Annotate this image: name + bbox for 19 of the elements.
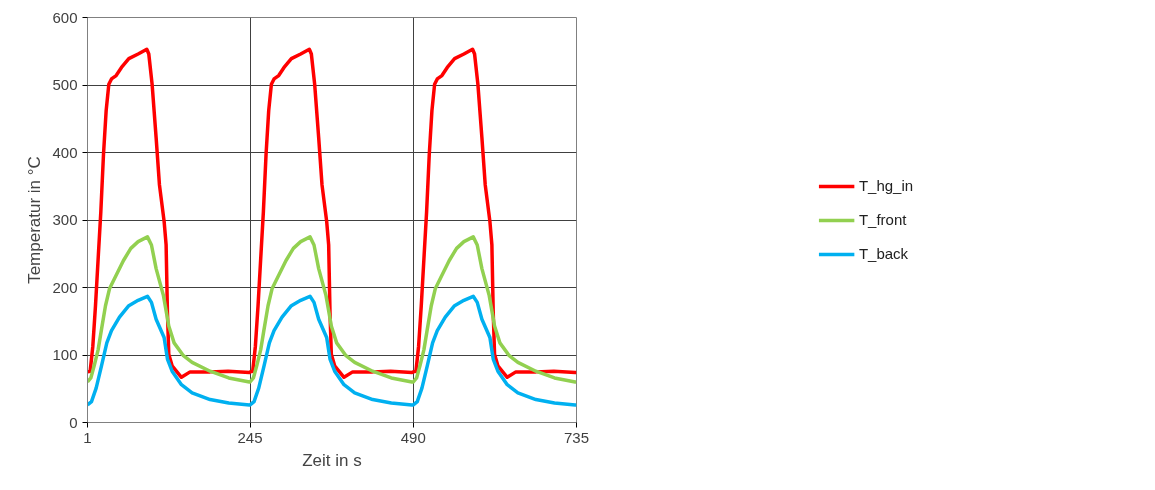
line-series (87, 235, 577, 384)
x-tick-label: 1 (83, 428, 92, 446)
x-axis-title: Zeit in s (302, 450, 362, 470)
line-series (87, 47, 577, 380)
y-tick-label: 600 (52, 8, 78, 26)
legend-label: T_back (858, 245, 909, 262)
x-tick-label: 735 (563, 428, 590, 446)
y-tick-label: 200 (52, 278, 78, 296)
line-series (87, 294, 577, 407)
y-tick-label: 300 (52, 211, 78, 228)
legend-label: T_hg_in (858, 177, 914, 194)
y-tick-label: 100 (52, 346, 78, 363)
y-tick-label: 0 (69, 413, 78, 431)
x-tick-label: 245 (237, 428, 263, 446)
x-tick-label: 490 (400, 428, 426, 446)
y-axis-title: Temperatur in °C (25, 156, 45, 284)
y-tick-label: 400 (52, 143, 78, 161)
legend-label: T_front (858, 211, 907, 228)
y-tick-label: 500 (52, 76, 78, 93)
